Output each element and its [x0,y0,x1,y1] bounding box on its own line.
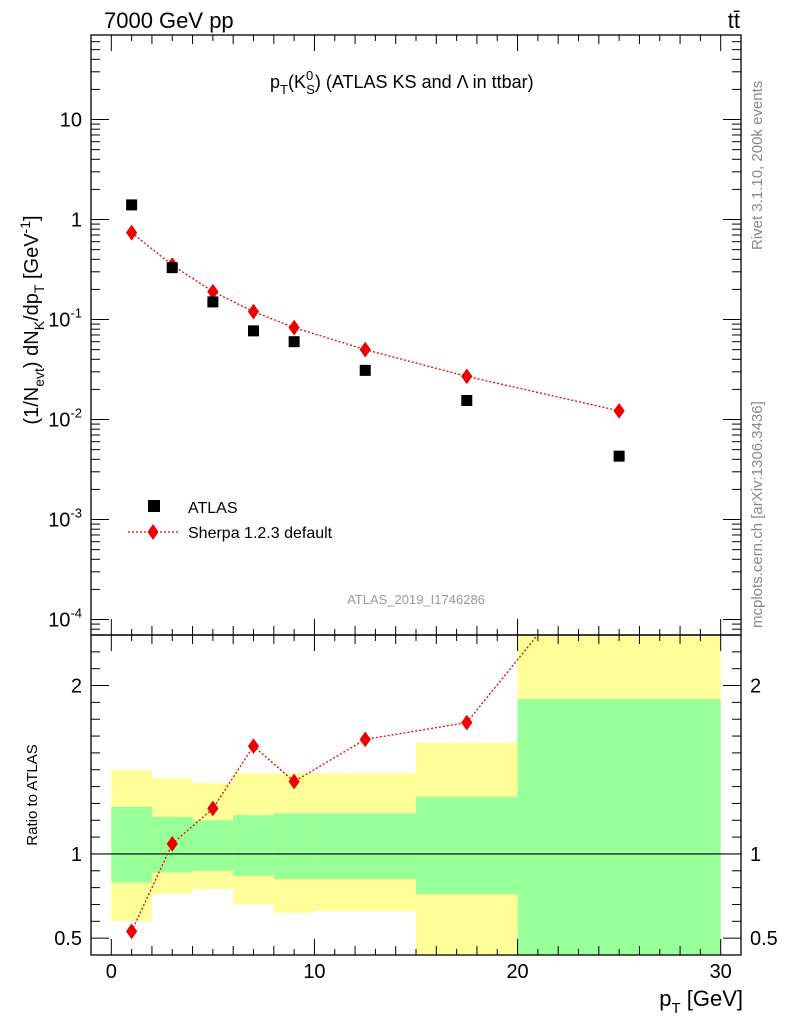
sherpa-ratio-point [207,800,219,817]
sherpa-ratio-point [126,923,138,940]
top-y-tick-label: 10-2 [48,406,82,432]
sherpa-point [461,368,473,385]
header-left-label: 7000 GeV pp [104,8,234,33]
sherpa-ratio-point [359,731,371,748]
legend-atlas-marker [148,500,160,512]
sherpa-point [247,303,260,320]
top-y-tick-label: 10 [60,110,82,132]
axis-ticks [91,34,741,956]
svg-text:(1/Nevt) dNK/dpT [GeV-1]: (1/Nevt) dNK/dpT [GeV-1] [17,215,47,424]
ratio-y-tick-label-right: 2 [750,676,761,698]
sherpa-main-series [126,224,625,419]
ratio-band-inner-6 [416,796,518,895]
top-y-tick-label: 10-3 [48,506,82,532]
ratio-y-tick-label-right: 1 [750,844,761,866]
top-y-tick-label: 10-1 [48,306,82,332]
axis-tick-labels: 0 10 20 30 10 1 10-1 10-2 10-3 10-4 0.5 0.5 1 1 2 2 [48,110,778,983]
ratio-y-tick-label-left: 2 [71,676,82,698]
top-y-axis-label: (1/Nevt) dNK/dpT [GeV-1] [17,215,47,424]
x-axis-label: pT [GeV] [659,986,743,1017]
sherpa-ratio-series [126,527,624,940]
sherpa-point [613,403,625,419]
atlas-data-point [126,199,138,211]
atlas-data-point [248,325,259,337]
main-plot-frame [90,34,742,636]
sherpa-point [126,224,138,241]
chart-title: pT(K0 S) (ATLAS KS and Λ in ttbar) [270,68,534,97]
ratio-uncertainty-bands [111,635,721,955]
legend: ATLAS Sherpa 1.2.3 default [128,500,333,542]
x-tick-label: 30 [710,961,732,983]
ratio-band-inner-0 [111,806,152,883]
ratio-band-inner-2 [192,820,234,871]
ratio-y-tick-label-left: 0.5 [54,928,82,950]
atlas-data-point [166,262,178,274]
atlas-data-point [359,364,371,376]
header-right-label: tt̄ [728,8,740,33]
sherpa-ratio-line [131,635,539,932]
analysis-watermark: ATLAS_2019_I1746286 [347,592,485,607]
ratio-band-inner-4 [273,813,315,880]
x-tick-label: 0 [106,961,117,983]
ratio-y-tick-label-left: 1 [71,844,82,866]
top-y-tick-label: 10-4 [48,606,82,632]
atlas-data-point [613,450,625,462]
atlas-data-point [461,394,473,406]
sherpa-ratio-point [247,738,260,755]
sherpa-ratio-point [288,773,300,790]
sherpa-point [359,341,371,358]
x-tick-label: 10 [303,961,325,983]
atlas-data-point [207,296,219,308]
ratio-band-inner-7 [517,699,721,955]
ratio-band-inner-5 [314,813,416,880]
x-tick-label: 20 [506,961,528,983]
legend-atlas-label: ATLAS [188,500,238,517]
ratio-band-inner-3 [233,815,274,876]
legend-sherpa-marker [147,524,159,540]
atlas-data-point [288,336,300,348]
atlas-data-series [126,199,625,462]
sherpa-ratio-point [166,835,178,852]
sherpa-point [288,319,300,336]
sherpa-ratio-point [461,714,473,731]
ratio-y-tick-label-right: 0.5 [750,928,778,950]
sherpa-line [131,232,620,412]
ratio-y-axis-label: Ratio to ATLAS [24,744,41,845]
rivet-version-label: Rivet 3.1.10, 200k events [749,81,766,250]
mcplots-source-label: mcplots.cern.ch [arXiv:1306.3436] [749,401,766,628]
sherpa-ratio-point [614,527,624,541]
legend-sherpa-label: Sherpa 1.2.3 default [188,525,333,542]
top-y-tick-label: 1 [71,210,82,232]
